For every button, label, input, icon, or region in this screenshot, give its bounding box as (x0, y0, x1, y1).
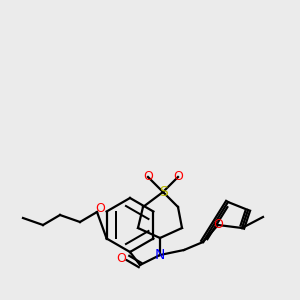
Text: O: O (213, 218, 223, 232)
Text: O: O (95, 202, 105, 214)
Text: N: N (155, 248, 165, 262)
Text: S: S (159, 185, 167, 199)
Text: O: O (173, 170, 183, 184)
Text: O: O (116, 251, 126, 265)
Text: O: O (143, 170, 153, 184)
